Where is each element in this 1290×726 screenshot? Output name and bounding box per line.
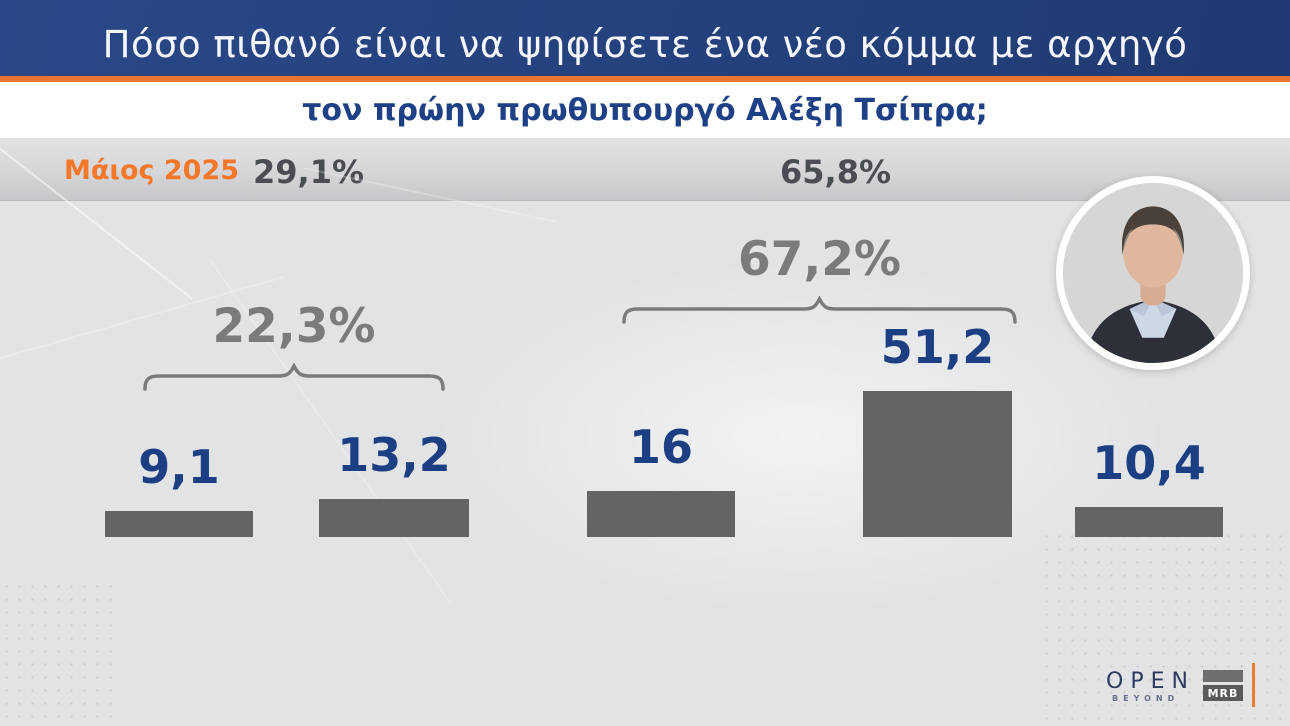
bar-value: 13,2 — [337, 428, 451, 482]
group-bracket — [143, 362, 445, 391]
bar-value: 10,4 — [1092, 436, 1206, 490]
mrb-logo-bar — [1203, 670, 1243, 682]
bar-value: 16 — [628, 420, 693, 474]
group-total-label: 22,3% — [212, 299, 376, 354]
main-title: Πόσο πιθανό είναι να ψηφίσετε ένα νέο κό… — [102, 22, 1188, 66]
accent-bar — [1252, 663, 1255, 707]
bar — [105, 511, 253, 537]
orange-divider — [0, 76, 1290, 82]
mrb-logo: MRB — [1203, 670, 1243, 701]
group-total-label: 67,2% — [737, 232, 902, 287]
bar — [1075, 507, 1223, 537]
header-banner: Πόσο πιθανό είναι να ψηφίσετε ένα νέο κό… — [0, 0, 1290, 76]
mrb-logo-text: MRB — [1203, 685, 1243, 701]
dot-pattern — [1040, 530, 1290, 726]
bar — [587, 491, 735, 537]
open-tv-logo: OPEN — [1106, 669, 1195, 694]
bar — [863, 391, 1012, 537]
tsipras-portrait — [1056, 176, 1250, 370]
unlikely-group-total: 65,8% — [780, 153, 892, 191]
bar-value: 9,1 — [138, 440, 220, 494]
subtitle-strip: τον πρώην πρωθυπουργό Αλέξη Τσίπρα; — [0, 82, 1290, 138]
subtitle: τον πρώην πρωθυπουργό Αλέξη Τσίπρα; — [302, 92, 988, 128]
dot-pattern — [0, 580, 120, 726]
bar — [319, 499, 469, 537]
period-label: Μάιος 2025 — [64, 155, 240, 186]
likely-group-total: 29,1% — [253, 153, 365, 191]
group-bracket — [622, 295, 1017, 324]
period-band: Μάιος 2025 29,1% 65,8% — [0, 138, 1290, 201]
bar-value: 51,2 — [880, 320, 995, 374]
person-avatar-icon — [1063, 183, 1243, 363]
open-beyond-label: BEYOND — [1112, 694, 1180, 703]
